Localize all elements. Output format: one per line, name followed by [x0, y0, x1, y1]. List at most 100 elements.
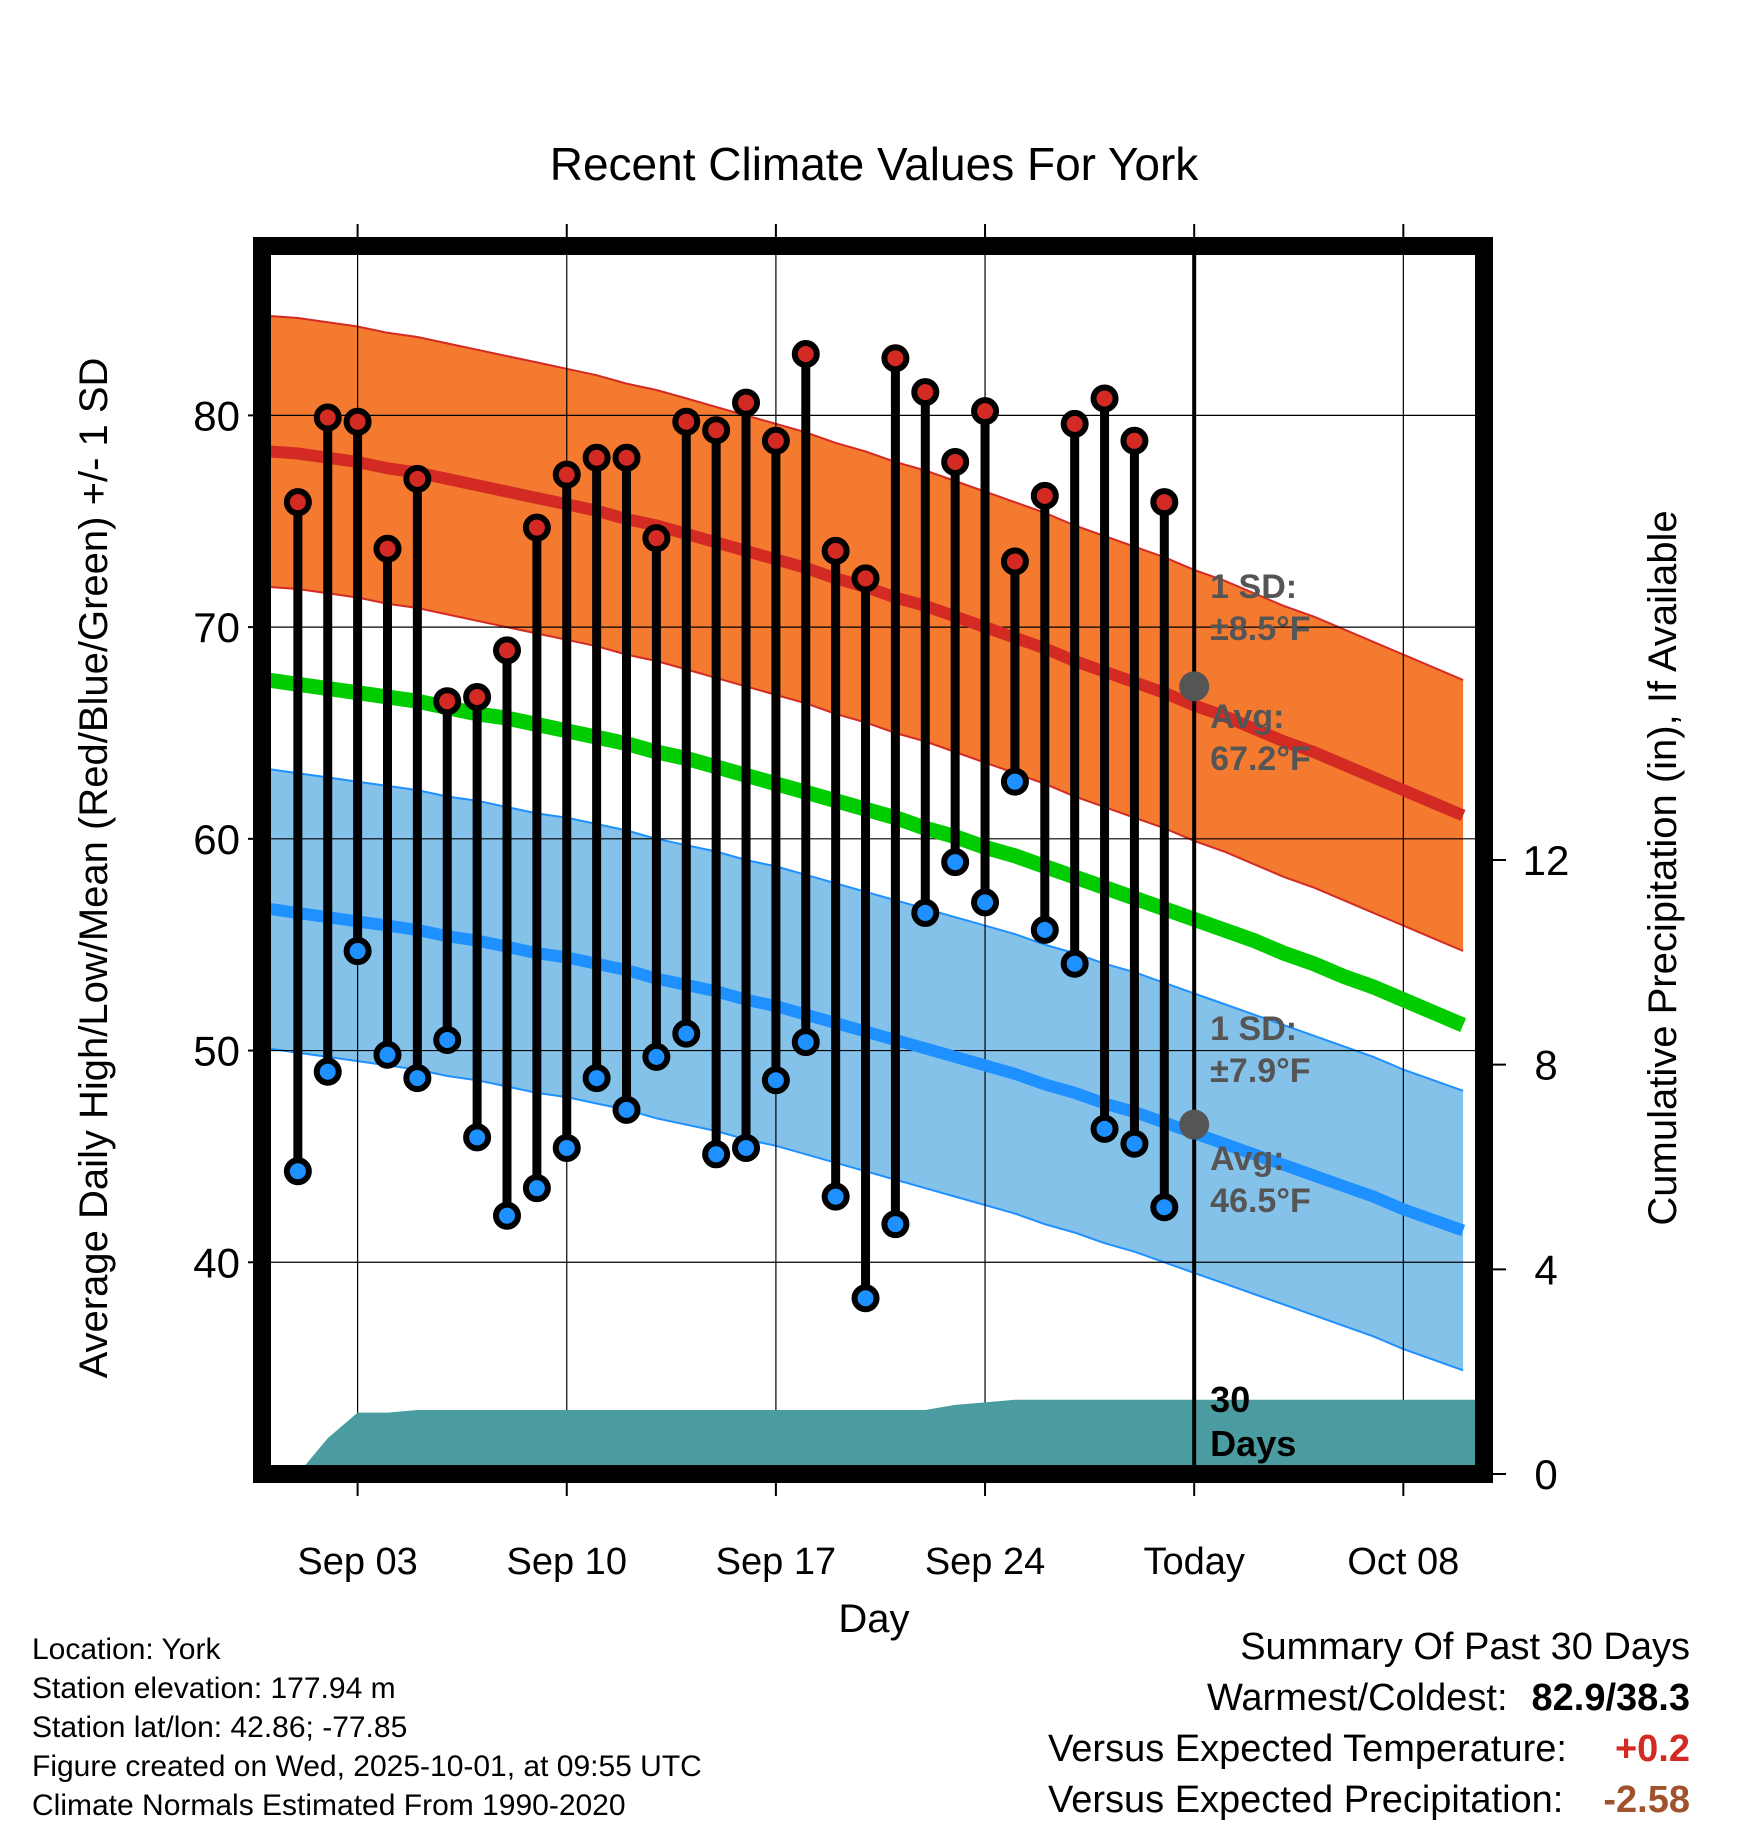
temp-label: Versus Expected Temperature: [1048, 1728, 1567, 1770]
y2-tick-label: 8 [1534, 1042, 1557, 1089]
low-marker [1120, 1129, 1149, 1158]
low-marker [642, 1042, 671, 1071]
high-marker [791, 339, 820, 368]
low-avg-value: 46.5°F [1210, 1182, 1311, 1220]
high-marker [522, 513, 551, 542]
days-unit-label: Days [1210, 1423, 1296, 1464]
high-marker [433, 687, 462, 716]
low-marker [1030, 915, 1059, 944]
high-avg-label: Avg: [1210, 698, 1284, 736]
low-avg-label: Avg: [1210, 1140, 1284, 1178]
low-marker [373, 1040, 402, 1069]
high-marker [1090, 384, 1119, 413]
high-marker [612, 443, 641, 472]
low-marker [463, 1123, 492, 1152]
high-marker [403, 464, 432, 493]
high-marker [941, 447, 970, 476]
location-text: Location: York [32, 1633, 221, 1666]
y2-tick-label: 12 [1523, 837, 1570, 884]
high-marker [343, 407, 372, 436]
x-tick-label: Sep 24 [925, 1541, 1045, 1583]
low-marker [283, 1157, 312, 1186]
high-marker [672, 407, 701, 436]
y-tick-label: 50 [193, 1028, 240, 1075]
low-marker [1150, 1193, 1179, 1222]
high-marker [463, 682, 492, 711]
summary-title: Summary Of Past 30 Days [1240, 1626, 1690, 1668]
high-marker [492, 636, 521, 665]
low-marker [552, 1133, 581, 1162]
y2-tick-label: 0 [1534, 1451, 1557, 1498]
high-marker [1120, 426, 1149, 455]
station-info: Location: York Station elevation: 177.94… [32, 1630, 702, 1825]
y-tick-label: 40 [193, 1239, 240, 1286]
high-marker [373, 534, 402, 563]
precip-value: -2.58 [1603, 1779, 1690, 1821]
x-tick-label: Sep 03 [297, 1541, 417, 1583]
y-tick-label: 60 [193, 816, 240, 863]
low-marker [732, 1133, 761, 1162]
elevation-text: Station elevation: 177.94 m [32, 1672, 396, 1705]
y-axis-label: Average Daily High/Low/Mean (Red/Blue/Gr… [72, 358, 116, 1379]
latlon-text: Station lat/lon: 42.86; -77.85 [32, 1711, 408, 1744]
high-marker [1000, 547, 1029, 576]
low-marker [941, 848, 970, 877]
normals-text: Climate Normals Estimated From 1990-2020 [32, 1789, 626, 1822]
low-sd-value: ±7.9°F [1210, 1052, 1310, 1090]
y-tick-label: 70 [193, 604, 240, 651]
high-marker [971, 397, 1000, 426]
created-text: Figure created on Wed, 2025-10-01, at 09… [32, 1750, 702, 1783]
low-marker [791, 1028, 820, 1057]
low-marker [851, 1284, 880, 1313]
low-marker [761, 1066, 790, 1095]
high-marker [582, 443, 611, 472]
high-marker [732, 388, 761, 417]
x-axis-label: Day [838, 1597, 909, 1641]
high-marker [313, 403, 342, 432]
y-tick-label: 80 [193, 392, 240, 439]
summary-warmest-row: Warmest/Coldest: 82.9/38.3 [1048, 1673, 1690, 1724]
high-marker [911, 378, 940, 407]
high-marker [761, 426, 790, 455]
today-low-avg-dot [1179, 1109, 1210, 1140]
y2-tick-label: 4 [1534, 1246, 1557, 1293]
plot-content [262, 246, 1484, 1474]
low-marker [672, 1019, 701, 1048]
low-marker [1090, 1114, 1119, 1143]
summary-precip-row: Versus Expected Precipitation: -2.58 [1048, 1775, 1690, 1826]
high-marker [283, 488, 312, 517]
high-marker [821, 536, 850, 565]
low-marker [612, 1095, 641, 1124]
low-marker [403, 1064, 432, 1093]
precip-area [262, 1399, 1484, 1474]
x-tick-label: Sep 17 [716, 1541, 836, 1583]
precip-label: Versus Expected Precipitation: [1047, 1779, 1564, 1821]
low-marker [343, 937, 372, 966]
low-sd-label: 1 SD: [1210, 1010, 1297, 1048]
high-marker [642, 524, 671, 553]
low-marker [433, 1025, 462, 1054]
high-avg-value: 67.2°F [1210, 740, 1311, 778]
today-high-avg-dot [1179, 671, 1210, 702]
low-marker [1060, 949, 1089, 978]
low-marker [313, 1057, 342, 1086]
high-marker [702, 416, 731, 445]
summary-temp-row: Versus Expected Temperature: +0.2 [1048, 1724, 1690, 1775]
warmest-value: 82.9/38.3 [1531, 1677, 1690, 1719]
high-marker [1150, 488, 1179, 517]
high-sd-value: ±8.5°F [1210, 610, 1310, 648]
high-marker [1030, 481, 1059, 510]
x-tick-label: Sep 10 [507, 1541, 627, 1583]
days-count-label: 30 [1210, 1379, 1250, 1420]
high-sd-label: 1 SD: [1210, 568, 1297, 606]
temp-value: +0.2 [1614, 1728, 1690, 1770]
low-marker [522, 1174, 551, 1203]
warmest-label: Warmest/Coldest: [1206, 1677, 1508, 1719]
high-sd-band-upper-edge [267, 314, 1464, 681]
low-marker [971, 888, 1000, 917]
low-marker [1000, 767, 1029, 796]
low-marker [911, 898, 940, 927]
high-marker [881, 344, 910, 373]
low-marker [821, 1182, 850, 1211]
